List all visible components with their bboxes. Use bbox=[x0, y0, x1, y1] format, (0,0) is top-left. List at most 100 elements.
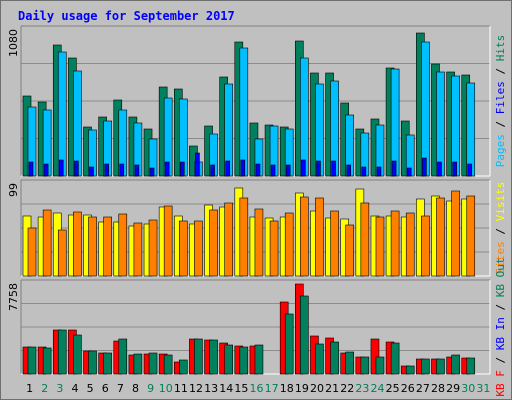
x-tick-label-12: 12 bbox=[189, 382, 203, 395]
bar-pages-day-29 bbox=[452, 161, 457, 177]
bar-kb-out-day-2 bbox=[42, 347, 52, 375]
bar-kb-out-day-13 bbox=[209, 339, 218, 375]
x-tick-label-22: 22 bbox=[340, 382, 354, 395]
x-tick-label-25: 25 bbox=[386, 382, 400, 395]
x-tick-label-17: 17 bbox=[265, 382, 279, 395]
bar-pages-day-21 bbox=[331, 160, 336, 177]
x-tick-label-23: 23 bbox=[355, 382, 369, 395]
bar-kb-out-day-24 bbox=[375, 356, 385, 375]
bar-kb-out-day-23 bbox=[360, 356, 370, 375]
bar-pages-day-23 bbox=[361, 166, 367, 177]
x-tick-label-24: 24 bbox=[371, 382, 385, 395]
bar-pages-day-7 bbox=[119, 163, 125, 177]
bar-sites-day-1 bbox=[27, 227, 37, 277]
bar-pages-day-3 bbox=[58, 159, 64, 177]
bar-sites-day-11 bbox=[178, 220, 188, 277]
bar-kb-out-day-22 bbox=[345, 351, 355, 375]
bar-kb-out-day-30 bbox=[466, 357, 476, 375]
x-tick-label-31: 31 bbox=[476, 382, 490, 395]
bar-sites-day-19 bbox=[300, 196, 309, 277]
legend-entry: / bbox=[494, 221, 507, 241]
bar-pages-day-22 bbox=[346, 164, 352, 177]
x-tick-label-27: 27 bbox=[416, 382, 430, 395]
x-tick-label-29: 29 bbox=[446, 382, 460, 395]
x-tick-label-21: 21 bbox=[325, 382, 339, 395]
legend-entry: / bbox=[494, 350, 507, 370]
x-tick-label-13: 13 bbox=[204, 382, 218, 395]
bar-sites-day-8 bbox=[133, 222, 143, 277]
x-tick-label-15: 15 bbox=[234, 382, 248, 395]
bar-pages-day-27 bbox=[422, 157, 427, 177]
bar-sites-day-21 bbox=[330, 210, 339, 277]
panel-legend: KB F / KB In / KB Out bbox=[494, 257, 507, 396]
bar-pages-day-5 bbox=[89, 166, 94, 177]
bar-pages-day-2 bbox=[43, 163, 49, 177]
bar-kb-out-day-10 bbox=[163, 354, 173, 375]
legend-entry: KB In bbox=[494, 317, 507, 350]
x-tick-label-9: 9 bbox=[147, 382, 154, 395]
bar-kb-out-day-5 bbox=[88, 350, 97, 375]
bar-sites-day-20 bbox=[315, 197, 324, 277]
bar-pages-day-28 bbox=[437, 161, 442, 177]
bar-pages-day-4 bbox=[74, 160, 79, 177]
bar-files-day-29 bbox=[451, 75, 460, 177]
bar-files-day-19 bbox=[300, 57, 309, 177]
bar-sites-day-5 bbox=[88, 216, 97, 277]
bar-sites-day-27 bbox=[421, 215, 430, 277]
bar-kb-out-day-20 bbox=[315, 343, 324, 375]
bar-pages-day-20 bbox=[316, 160, 321, 177]
x-tick-label-19: 19 bbox=[295, 382, 309, 395]
bar-kb-out-day-7 bbox=[118, 338, 128, 375]
x-tick-label-16: 16 bbox=[250, 382, 264, 395]
bar-pages-day-25 bbox=[391, 160, 397, 177]
bar-pages-day-8 bbox=[134, 164, 140, 177]
bar-kb-out-day-28 bbox=[436, 358, 445, 375]
bar-sites-day-23 bbox=[360, 202, 370, 277]
bar-files-day-15 bbox=[239, 47, 249, 177]
bar-pages-day-12 bbox=[195, 152, 200, 177]
bar-kb-f-day-24 bbox=[370, 338, 380, 375]
bar-files-day-30 bbox=[466, 82, 476, 177]
bar-kb-out-day-3 bbox=[57, 329, 67, 375]
x-tick-label-6: 6 bbox=[102, 382, 109, 395]
x-tick-label-5: 5 bbox=[87, 382, 94, 395]
legend-entry: / bbox=[494, 297, 507, 317]
bar-kb-out-day-27 bbox=[421, 358, 430, 375]
bar-sites-day-25 bbox=[390, 210, 400, 277]
legend-entry: / bbox=[494, 61, 507, 81]
bar-sites-day-30 bbox=[466, 195, 476, 277]
bar-sites-day-6 bbox=[103, 216, 112, 277]
bar-files-day-27 bbox=[421, 41, 430, 177]
bar-sites-day-7 bbox=[118, 213, 128, 277]
panel-hits-files-pages: 1080 Pages / Files / Hits bbox=[7, 25, 507, 177]
panel-legend: Pages / Files / Hits bbox=[494, 35, 507, 168]
bar-sites-day-17 bbox=[269, 220, 279, 277]
panel-legend: Sites / Visits bbox=[494, 182, 507, 275]
panel-visits-sites: 99 Sites / Visits bbox=[7, 179, 507, 277]
chart-title: Daily usage for September 2017 bbox=[18, 9, 235, 23]
bar-sites-day-9 bbox=[148, 219, 158, 277]
bar-kb-out-day-8 bbox=[133, 353, 143, 375]
legend-entry: Pages bbox=[494, 134, 507, 167]
bar-kb-out-day-21 bbox=[330, 341, 339, 375]
bar-sites-day-22 bbox=[345, 224, 355, 277]
x-tick-label-18: 18 bbox=[280, 382, 294, 395]
bar-kb-out-day-16 bbox=[254, 344, 264, 375]
bar-sites-day-16 bbox=[254, 208, 264, 277]
x-tick-label-10: 10 bbox=[159, 382, 173, 395]
bar-kb-out-day-25 bbox=[390, 342, 400, 375]
bar-kb-out-day-19 bbox=[300, 295, 309, 375]
x-tick-label-28: 28 bbox=[431, 382, 445, 395]
legend-entry: Visits bbox=[494, 182, 507, 222]
bar-sites-day-10 bbox=[163, 205, 173, 277]
bar-kb-out-day-4 bbox=[73, 334, 82, 375]
x-tick-label-4: 4 bbox=[71, 382, 78, 395]
legend-entry: Files bbox=[494, 81, 507, 114]
bar-sites-day-2 bbox=[42, 209, 52, 277]
bar-sites-day-15 bbox=[239, 197, 249, 277]
x-tick-label-8: 8 bbox=[132, 382, 139, 395]
panel-kbytes: 7758 KB F / KB In / KB Out bbox=[7, 257, 507, 396]
legend-entry: Hits bbox=[494, 35, 507, 62]
bar-sites-day-29 bbox=[451, 190, 460, 277]
